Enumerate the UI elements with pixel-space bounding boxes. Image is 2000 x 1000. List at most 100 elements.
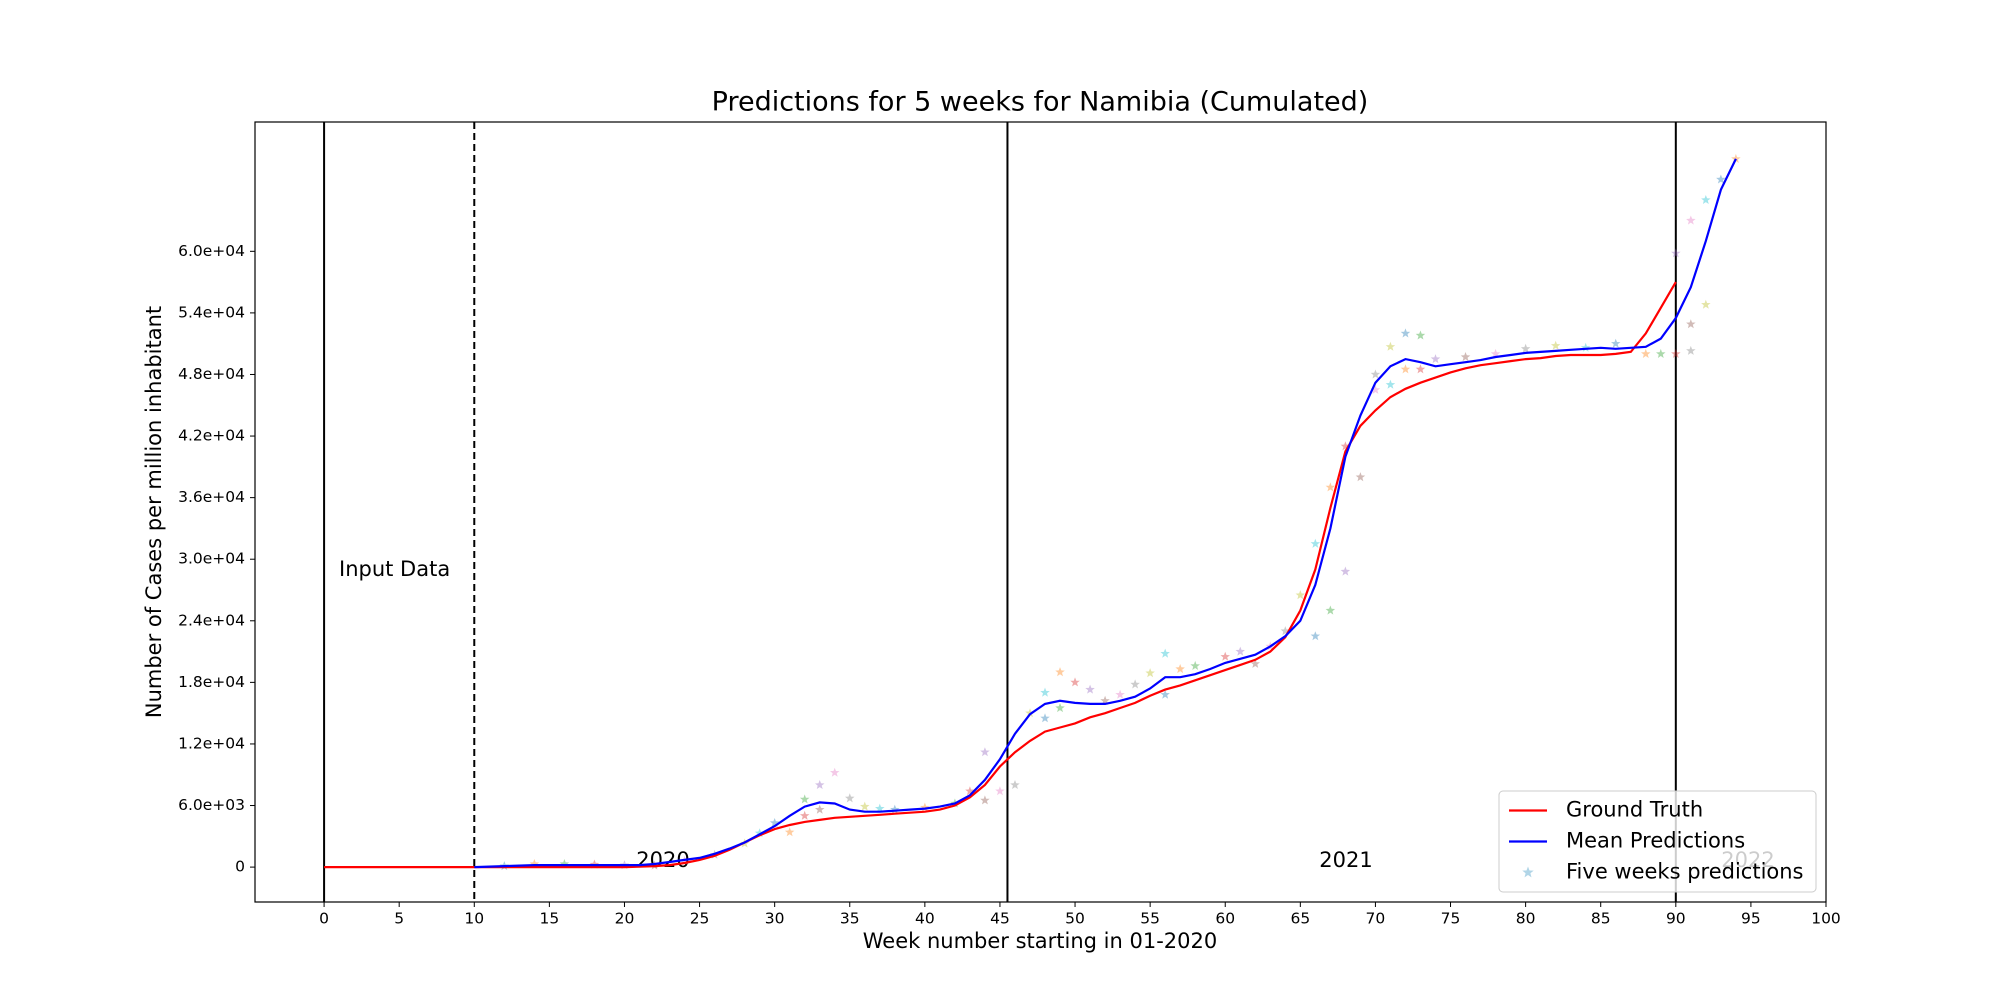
annotation: 2021 (1319, 848, 1372, 872)
prediction-point (559, 859, 570, 869)
prediction-point (1430, 354, 1441, 364)
prediction-point (1701, 195, 1711, 204)
prediction-point (1220, 651, 1230, 661)
y-tick-label: 4.2e+04 (178, 427, 245, 445)
prediction-point (1145, 668, 1155, 678)
prediction-point (995, 786, 1005, 796)
prediction-point (1385, 379, 1396, 389)
x-tick-label: 40 (915, 910, 935, 928)
prediction-point (1550, 340, 1561, 350)
prediction-point (1370, 369, 1381, 379)
series-line (474, 158, 1737, 869)
y-tick-label: 4.8e+04 (178, 365, 245, 383)
prediction-point (1025, 708, 1035, 718)
prediction-point (1686, 215, 1696, 225)
prediction-point (1310, 538, 1321, 548)
prediction-point (799, 794, 810, 804)
prediction-point (1055, 703, 1065, 713)
prediction-point (890, 804, 900, 814)
x-tick-label: 45 (990, 910, 1010, 928)
prediction-point (1340, 566, 1351, 576)
x-tick-label: 0 (319, 910, 329, 928)
x-tick-label: 65 (1290, 910, 1310, 928)
prediction-point (860, 801, 870, 811)
prediction-point (1400, 364, 1411, 374)
prediction-point (1460, 352, 1471, 362)
prediction-point (1611, 338, 1621, 348)
prediction-point (1656, 348, 1666, 358)
prediction-point (529, 859, 540, 869)
x-axis-label: Week number starting in 01-2020 (863, 929, 1217, 953)
prediction-point (1130, 679, 1140, 689)
chart-title: Predictions for 5 weeks for Namibia (Cum… (712, 87, 1369, 118)
prediction-point (1355, 472, 1366, 482)
prediction-point (1340, 441, 1351, 451)
prediction-point (1701, 299, 1711, 309)
prediction-point (1040, 713, 1050, 723)
prediction-point (1325, 482, 1336, 492)
prediction-point (830, 767, 840, 777)
prediction-point (1490, 348, 1501, 358)
prediction-point (1190, 660, 1200, 670)
y-tick-label: 2.4e+04 (178, 611, 245, 629)
prediction-point (1641, 348, 1651, 358)
y-axis-label: Number of Cases per million inhabitant (142, 306, 166, 718)
prediction-point (1040, 687, 1050, 697)
prediction-point (1100, 695, 1110, 705)
prediction-point (845, 793, 855, 803)
prediction-point (1686, 345, 1696, 355)
x-tick-label: 30 (765, 910, 785, 928)
x-tick-label: 60 (1215, 910, 1235, 928)
x-tick-label: 70 (1366, 910, 1386, 928)
prediction-point (1580, 342, 1591, 352)
prediction-point (920, 802, 930, 812)
prediction-point (1415, 364, 1426, 374)
prediction-point (799, 810, 810, 820)
legend: Ground Truth Mean Predictions Five weeks p… (1498, 790, 1817, 893)
prediction-point (1115, 689, 1125, 699)
x-tick-label: 20 (615, 910, 635, 928)
y-tick-label: 3.0e+04 (178, 550, 245, 568)
legend-label: Ground Truth (1566, 798, 1703, 822)
prediction-point (1250, 658, 1260, 668)
x-tick-label: 85 (1591, 910, 1611, 928)
x-tick-label: 90 (1666, 910, 1686, 928)
prediction-point (1160, 689, 1170, 699)
prediction-point (875, 803, 885, 813)
x-tick-label: 100 (1811, 910, 1841, 928)
prediction-point (1295, 590, 1306, 600)
legend-label: Mean Predictions (1566, 829, 1745, 853)
y-tick-label: 1.2e+04 (178, 734, 245, 752)
prediction-point (1520, 343, 1531, 353)
prediction-point (980, 795, 990, 805)
x-tick-label: 15 (540, 910, 560, 928)
prediction-point (1235, 646, 1245, 656)
x-tick-label: 75 (1441, 910, 1461, 928)
prediction-point (1010, 780, 1020, 789)
prediction-point (815, 780, 825, 789)
y-tick-label: 6.0e+03 (178, 796, 245, 814)
prediction-point (1160, 648, 1170, 658)
y-tick-label: 5.4e+04 (178, 303, 245, 321)
prediction-point (1731, 153, 1741, 163)
plot-frame (254, 121, 1827, 903)
prediction-point (815, 804, 825, 814)
x-tick-label: 5 (394, 910, 404, 928)
prediction-point (1175, 664, 1185, 674)
prediction-point (1310, 631, 1321, 641)
legend-marker (1522, 866, 1534, 878)
prediction-point (784, 827, 795, 837)
y-tick-label: 1.8e+04 (178, 673, 245, 691)
x-tick-label: 80 (1516, 910, 1536, 928)
prediction-point (1385, 341, 1396, 351)
prediction-point (1671, 348, 1681, 358)
y-tick-label: 3.6e+04 (178, 488, 245, 506)
prediction-point (1415, 330, 1426, 340)
prediction-point (1400, 328, 1411, 338)
prediction-point (980, 747, 990, 757)
x-tick-label: 10 (464, 910, 484, 928)
prediction-point (1716, 174, 1726, 184)
prediction-point (1325, 605, 1336, 615)
prediction-point (1370, 384, 1381, 394)
